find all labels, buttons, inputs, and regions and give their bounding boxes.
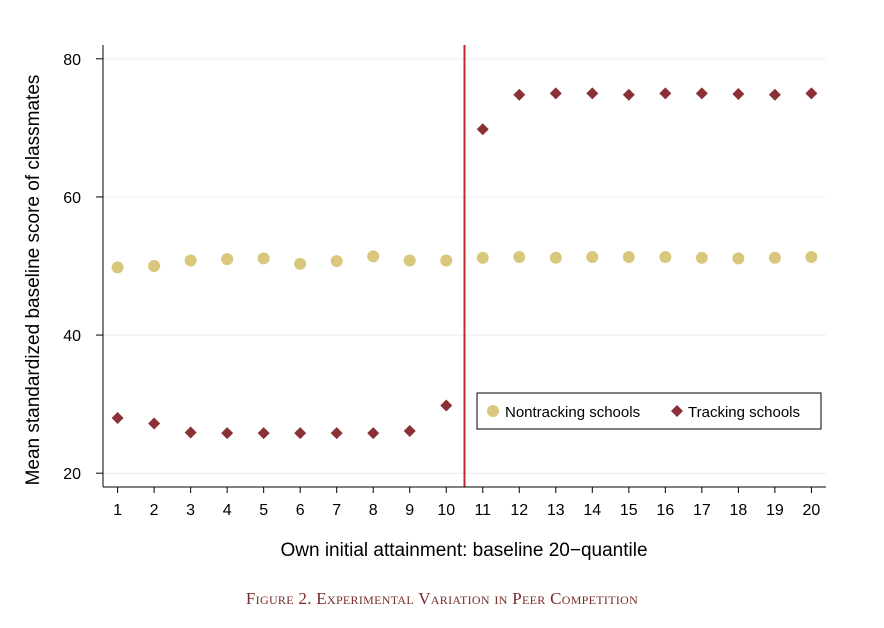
x-tick-label: 20 [802, 502, 820, 519]
x-tick-label: 18 [729, 502, 747, 519]
point-tracking [732, 88, 745, 101]
x-tick-label: 15 [620, 502, 638, 519]
y-tick-label: 80 [63, 52, 81, 69]
x-tick-label: 12 [510, 502, 528, 519]
x-tick-label: 19 [766, 502, 784, 519]
point-tracking [513, 88, 526, 101]
point-tracking [111, 411, 124, 424]
x-tick-label: 6 [296, 502, 305, 519]
point-nontracking [805, 251, 818, 264]
point-tracking [367, 427, 380, 440]
x-tick-label: 4 [223, 502, 232, 519]
x-tick-label: 9 [405, 502, 414, 519]
x-tick-label: 7 [332, 502, 341, 519]
point-tracking [622, 88, 635, 101]
legend-box [476, 392, 822, 430]
x-tick-label: 11 [474, 502, 491, 519]
y-axis-label: Mean standardized baseline score of clas… [23, 75, 44, 486]
point-tracking [549, 87, 562, 100]
legend-swatch-tracking [671, 405, 683, 417]
point-tracking [294, 427, 307, 440]
x-tick-label: 14 [583, 502, 601, 519]
x-tick-label: 3 [186, 502, 195, 519]
point-nontracking [111, 261, 124, 274]
point-nontracking [367, 250, 380, 263]
point-nontracking [768, 251, 781, 264]
y-axis-ticks: 20 40 60 80 [63, 52, 103, 483]
point-tracking [659, 87, 672, 100]
data-points [111, 87, 818, 440]
point-nontracking [476, 251, 489, 264]
point-nontracking [659, 251, 672, 264]
point-nontracking [257, 252, 270, 265]
x-axis-ticks: 1 2 3 4 5 6 7 8 9 10 11 12 13 14 15 16 17 18 19 20 [113, 487, 820, 519]
x-tick-label: 13 [547, 502, 565, 519]
point-nontracking [586, 251, 599, 264]
point-nontracking [513, 251, 526, 264]
y-tick-label: 20 [63, 466, 81, 483]
figure-caption: Figure 2. Experimental Variation in Peer… [245, 589, 639, 608]
x-tick-label: 17 [693, 502, 711, 519]
y-tick-label: 60 [63, 190, 81, 207]
point-tracking [768, 88, 781, 101]
point-tracking [184, 426, 197, 439]
x-tick-label: 16 [656, 502, 674, 519]
point-tracking [805, 87, 818, 100]
point-nontracking [622, 251, 635, 264]
point-nontracking [294, 257, 307, 270]
point-nontracking [440, 254, 453, 267]
point-nontracking [403, 254, 416, 267]
x-tick-label: 10 [437, 502, 455, 519]
point-tracking [221, 427, 234, 440]
point-tracking [476, 123, 489, 136]
x-tick-label: 1 [113, 502, 122, 519]
point-nontracking [184, 254, 197, 267]
point-nontracking [221, 253, 234, 266]
legend: Nontracking schools Tracking schools [476, 392, 822, 430]
point-nontracking [549, 251, 562, 264]
point-tracking [257, 427, 270, 440]
x-tick-label: 5 [259, 502, 268, 519]
y-tick-label: 40 [63, 328, 81, 345]
legend-swatch-nontracking [487, 405, 499, 417]
point-tracking [403, 425, 416, 438]
x-tick-label: 2 [150, 502, 159, 519]
point-tracking [330, 427, 343, 440]
x-axis-label: Own initial attainment: baseline 20−quan… [280, 540, 647, 561]
legend-label-nontracking: Nontracking schools [505, 404, 640, 421]
point-nontracking [695, 251, 708, 264]
point-tracking [586, 87, 599, 100]
point-tracking [148, 417, 161, 430]
legend-label-tracking: Tracking schools [688, 404, 800, 421]
point-tracking [440, 399, 453, 412]
point-nontracking [148, 260, 161, 272]
point-tracking [695, 87, 708, 100]
point-nontracking [330, 255, 343, 268]
x-tick-label: 8 [369, 502, 378, 519]
point-nontracking [732, 252, 745, 265]
